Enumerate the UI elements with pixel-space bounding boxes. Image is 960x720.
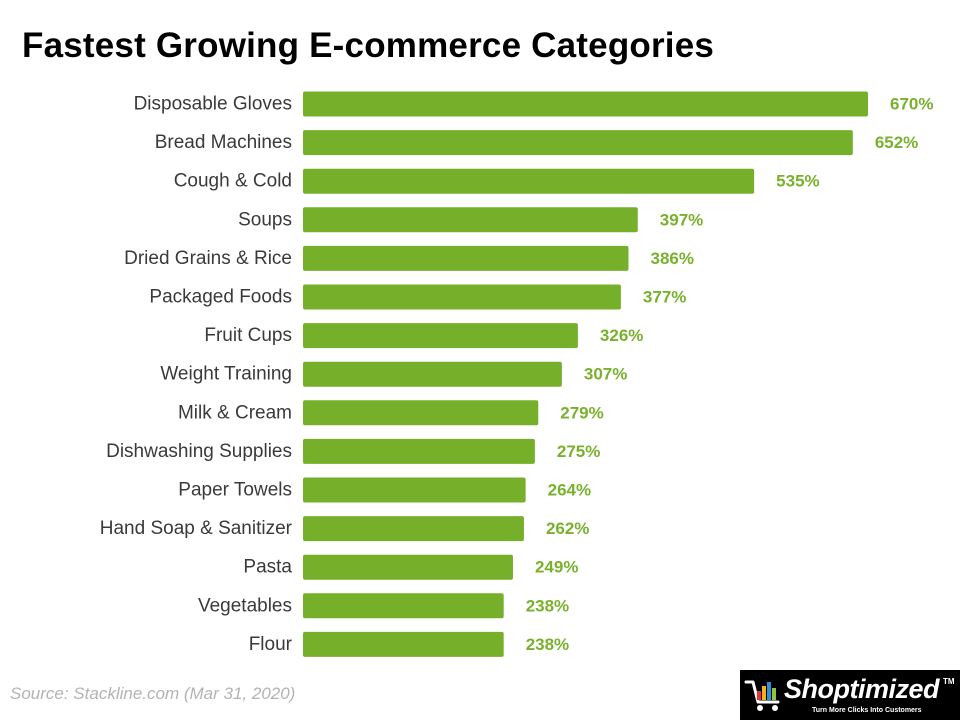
value-label-pasta: 249%	[535, 558, 578, 577]
bar-bread-machines	[303, 130, 853, 156]
logo-tagline: Turn More Clicks Into Customers	[812, 707, 922, 714]
bar-vegetables	[303, 593, 504, 619]
bar-packaged-foods	[303, 284, 621, 310]
category-label-packaged-foods: Packaged Foods	[149, 287, 292, 308]
shoptimized-logo: Shoptimized TM Turn More Clicks Into Cus…	[740, 670, 960, 720]
value-label-vegetables: 238%	[526, 596, 569, 615]
value-label-fruit-cups: 326%	[600, 326, 643, 345]
value-label-flour: 238%	[526, 635, 569, 654]
category-label-flour: Flour	[249, 634, 293, 655]
bar-milk-and-cream	[303, 400, 539, 426]
value-label-soups: 397%	[660, 210, 703, 229]
bar-dried-grains-and-rice	[303, 245, 629, 271]
value-label-hand-soap-and-sanitizer: 262%	[546, 519, 589, 538]
category-label-fruit-cups: Fruit Cups	[204, 325, 292, 346]
category-label-vegetables: Vegetables	[198, 595, 292, 616]
category-label-disposable-gloves: Disposable Gloves	[134, 94, 292, 115]
category-label-soups: Soups	[238, 209, 292, 230]
chart-title: Fastest Growing E-commerce Categories	[22, 26, 715, 65]
category-label-weight-training: Weight Training	[160, 364, 292, 385]
bar-disposable-gloves	[303, 91, 868, 117]
bar-dishwashing-supplies	[303, 438, 535, 464]
bar-chart: Disposable Gloves 670% Bread Machines 652% C…	[100, 91, 933, 657]
value-label-disposable-gloves: 670%	[890, 95, 933, 114]
category-label-dried-grains-and-rice: Dried Grains & Rice	[124, 248, 292, 269]
value-label-dried-grains-and-rice: 386%	[651, 249, 694, 268]
bar-soups	[303, 207, 638, 233]
value-label-dishwashing-supplies: 275%	[557, 442, 600, 461]
category-label-cough-and-cold: Cough & Cold	[174, 171, 292, 192]
category-label-milk-and-cream: Milk & Cream	[178, 402, 292, 423]
value-label-packaged-foods: 377%	[643, 288, 686, 307]
category-label-hand-soap-and-sanitizer: Hand Soap & Sanitizer	[100, 518, 293, 539]
logo-name: Shoptimized	[784, 674, 940, 704]
source-note: Source: Stackline.com (Mar 31, 2020)	[10, 684, 296, 703]
bar-flour	[303, 631, 504, 657]
category-label-bread-machines: Bread Machines	[155, 132, 292, 153]
value-label-weight-training: 307%	[584, 365, 627, 384]
category-label-dishwashing-supplies: Dishwashing Supplies	[106, 441, 292, 462]
value-label-cough-and-cold: 535%	[776, 172, 819, 191]
category-label-pasta: Pasta	[243, 557, 292, 578]
value-label-milk-and-cream: 279%	[560, 403, 603, 422]
bar-fruit-cups	[303, 323, 578, 349]
bar-cough-and-cold	[303, 168, 755, 194]
logo-trademark: TM	[943, 677, 955, 686]
value-label-bread-machines: 652%	[875, 133, 918, 152]
bar-pasta	[303, 554, 513, 580]
category-label-paper-towels: Paper Towels	[178, 480, 292, 501]
value-label-paper-towels: 264%	[548, 481, 591, 500]
bar-paper-towels	[303, 477, 526, 503]
bar-weight-training	[303, 361, 562, 387]
shopping-cart-icon	[744, 680, 780, 711]
bar-hand-soap-and-sanitizer	[303, 516, 524, 542]
